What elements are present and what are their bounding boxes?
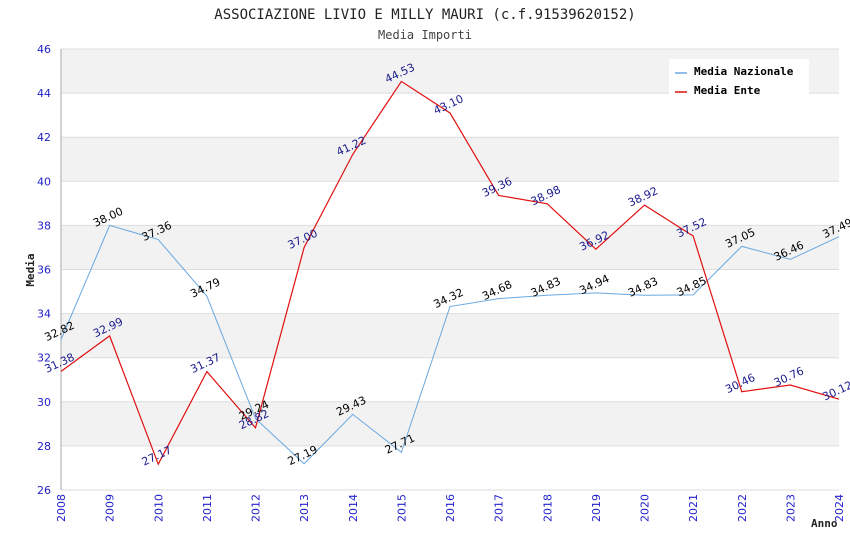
x-tick-label: 2019 bbox=[590, 494, 603, 522]
grid-band bbox=[61, 445, 839, 490]
x-tick-label: 2014 bbox=[347, 494, 360, 522]
x-tick-label: 2008 bbox=[55, 494, 68, 522]
grid-band bbox=[61, 357, 839, 402]
legend-label-media-nazionale: Media Nazionale bbox=[694, 65, 794, 78]
grid-band bbox=[61, 137, 839, 182]
x-tick-label: 2010 bbox=[152, 494, 165, 522]
x-tick-label: 2022 bbox=[736, 494, 749, 522]
x-axis-label: Anno bbox=[811, 517, 838, 530]
y-tick-label: 26 bbox=[37, 484, 51, 497]
grid-band bbox=[61, 93, 839, 138]
grid-band bbox=[61, 225, 839, 270]
y-tick-label: 44 bbox=[37, 87, 51, 100]
grid-band bbox=[61, 401, 839, 446]
x-tick-label: 2009 bbox=[104, 494, 117, 522]
series-line-media-nazionale bbox=[60, 224, 840, 465]
chart-title: ASSOCIAZIONE LIVIO E MILLY MAURI (c.f.91… bbox=[214, 7, 635, 23]
y-tick-label: 36 bbox=[37, 264, 51, 277]
y-tick-label: 34 bbox=[37, 308, 51, 321]
x-tick-label: 2017 bbox=[493, 494, 506, 522]
x-tick-label: 2015 bbox=[395, 494, 408, 522]
chart-subtitle: Media Importi bbox=[378, 28, 472, 42]
grid-lines bbox=[60, 48, 839, 491]
y-tick-label: 30 bbox=[37, 396, 51, 409]
y-tick-label: 38 bbox=[37, 219, 51, 232]
y-tick-label: 46 bbox=[37, 43, 51, 56]
y-axis-ticks: 26 28 30 32 34 36 38 40 42 44 46 bbox=[37, 43, 51, 497]
x-tick-label: 2013 bbox=[298, 494, 311, 522]
legend-label-media-ente: Media Ente bbox=[694, 84, 761, 97]
y-tick-label: 40 bbox=[37, 175, 51, 188]
grid-band bbox=[61, 181, 839, 226]
y-tick-label: 32 bbox=[37, 352, 51, 365]
y-axis-label: Media bbox=[24, 253, 37, 286]
x-axis-ticks: 2008 2009 2010 2011 2012 2013 2014 2015 2016 2017… bbox=[55, 494, 846, 522]
x-tick-label: 2023 bbox=[784, 494, 797, 522]
x-tick-label: 2020 bbox=[639, 494, 652, 522]
x-tick-label: 2011 bbox=[201, 494, 214, 522]
x-tick-label: 2012 bbox=[250, 494, 263, 522]
legend-box bbox=[669, 59, 809, 99]
y-tick-label: 28 bbox=[37, 440, 51, 453]
x-tick-label: 2021 bbox=[687, 494, 700, 522]
x-tick-label: 2018 bbox=[541, 494, 554, 522]
series-line-media-ente bbox=[60, 80, 840, 466]
legend: Media Nazionale Media Ente bbox=[669, 59, 809, 99]
x-tick-label: 2024 bbox=[833, 494, 846, 522]
y-tick-label: 42 bbox=[37, 131, 51, 144]
grid-band bbox=[61, 313, 839, 358]
x-tick-label: 2016 bbox=[444, 494, 457, 522]
series-lines bbox=[60, 80, 840, 466]
